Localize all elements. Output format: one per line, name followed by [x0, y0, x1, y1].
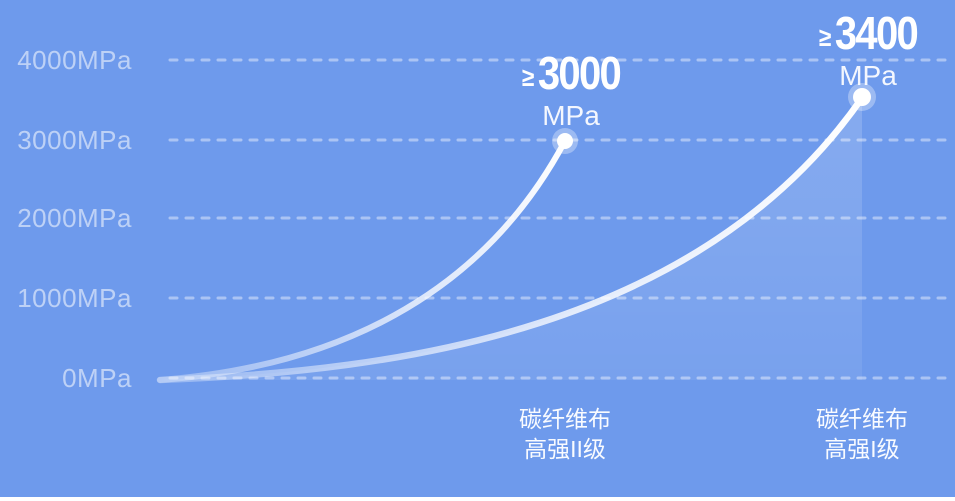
- category-line1: 碳纤维布: [816, 406, 908, 432]
- value-number: 3400: [834, 7, 919, 59]
- endpoint-dot-grade1: [848, 83, 876, 111]
- y-tick-1000: 1000MPa: [17, 283, 132, 313]
- value-number-row: ≥ 3400: [759, 10, 955, 56]
- y-tick-2000: 2000MPa: [17, 203, 132, 233]
- value-number: 3000: [537, 47, 622, 99]
- y-tick-4000: 4000MPa: [17, 45, 132, 75]
- category-line2: 高强I级: [824, 436, 900, 462]
- value-number-row: ≥ 3000: [462, 50, 680, 96]
- y-tick-3000: 3000MPa: [17, 125, 132, 155]
- curve-grade2: [157, 138, 568, 383]
- category-line1: 碳纤维布: [519, 406, 611, 432]
- y-tick-0: 0MPa: [62, 363, 132, 393]
- value-unit: MPa: [542, 100, 600, 131]
- curve-grade1: [156, 94, 866, 384]
- value-unit: MPa: [839, 60, 897, 91]
- endpoint-dot-grade2: [552, 128, 578, 154]
- greater-equal-symbol: ≥: [819, 22, 832, 52]
- greater-equal-symbol: ≥: [522, 62, 535, 92]
- category-label-grade2: 碳纤维布 高强II级: [455, 404, 675, 464]
- value-annotation-grade1: ≥ 3400 MPa: [743, 10, 955, 90]
- category-label-grade1: 碳纤维布 高强I级: [752, 404, 955, 464]
- bottom-white-strip: [0, 497, 955, 501]
- area-fill-grade1: [160, 98, 862, 380]
- category-line2: 高强II级: [524, 436, 606, 462]
- value-annotation-grade2: ≥ 3000 MPa: [446, 50, 696, 130]
